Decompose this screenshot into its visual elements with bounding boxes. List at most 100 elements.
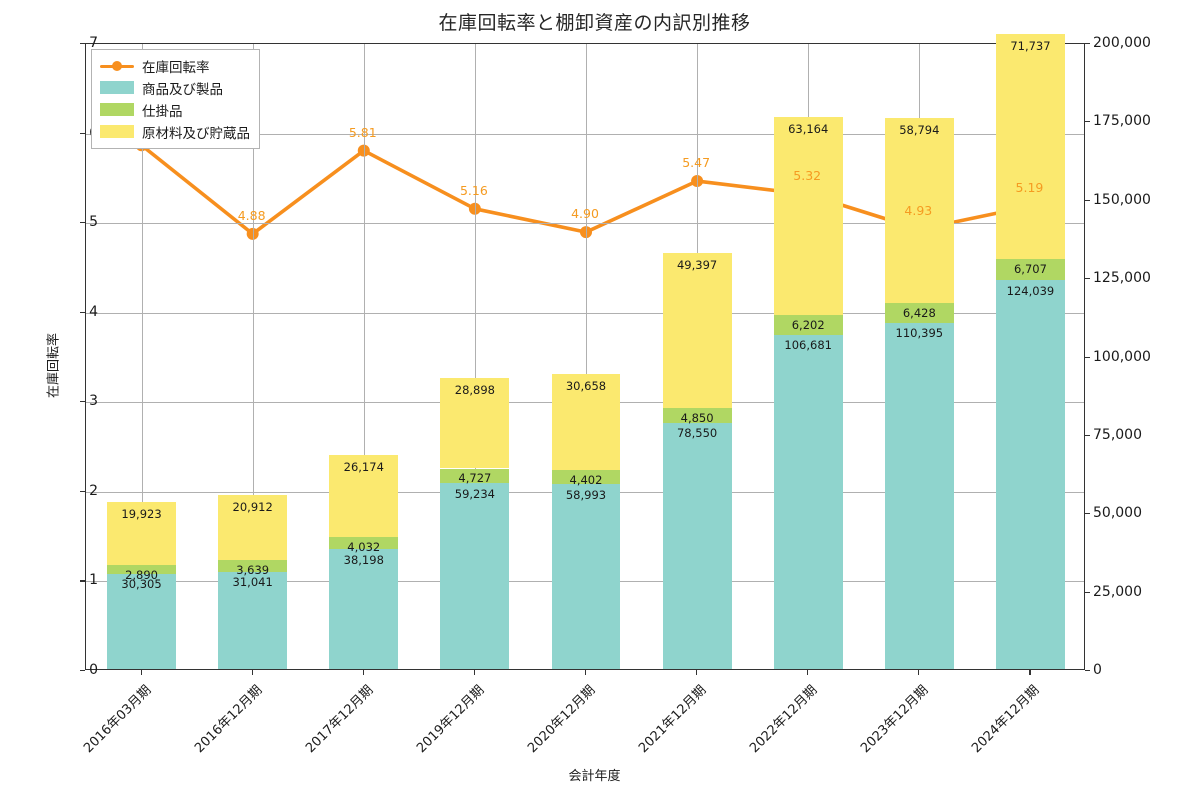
y-tick-mark-right <box>1085 434 1090 436</box>
bar-stack[interactable] <box>551 374 621 669</box>
y-tick-mark-right <box>1085 43 1090 45</box>
y-tick-label-left: 0 <box>89 662 98 678</box>
gridline-vertical <box>474 44 476 669</box>
color-swatch-icon <box>100 81 134 94</box>
legend-item-turnover: 在庫回転率 <box>100 56 250 76</box>
bar-segment-work-in-process[interactable] <box>662 407 732 423</box>
y-tick-label-right: 125,000 <box>1093 270 1151 287</box>
y-tick-mark-left <box>80 222 85 224</box>
line-swatch-icon <box>100 59 134 73</box>
legend-label: 商品及び製品 <box>142 81 223 98</box>
bar-segment-merchandise[interactable] <box>440 483 510 669</box>
y-tick-label-left: 1 <box>89 572 98 589</box>
legend-label: 原材料及び貯蔵品 <box>142 125 250 142</box>
bar-segment-raw-materials[interactable] <box>551 374 621 471</box>
x-tick-mark <box>807 670 809 675</box>
bar-stack[interactable] <box>996 34 1065 669</box>
page-title: 在庫回転率と棚卸資産の内訳別推移 <box>438 12 751 34</box>
bar-segment-raw-materials[interactable] <box>329 454 399 537</box>
y-tick-label-right: 100,000 <box>1093 348 1151 365</box>
y-tick-mark-left <box>80 311 85 313</box>
y-tick-mark-right <box>1085 513 1090 515</box>
y-tick-label-left: 5 <box>89 214 98 231</box>
y-tick-label-left: 3 <box>89 393 98 410</box>
y-tick-mark-left <box>80 43 85 45</box>
bar-segment-work-in-process[interactable] <box>329 536 399 550</box>
bar-segment-work-in-process[interactable] <box>107 564 176 574</box>
y-tick-mark-right <box>1085 356 1090 358</box>
y-axis-label-left: 在庫回転率 <box>46 333 62 399</box>
legend: 在庫回転率 商品及び製品 仕掛品 原材料及び貯蔵品 <box>91 49 260 149</box>
y-tick-mark-left <box>80 580 85 582</box>
y-tick-label-left: 4 <box>89 303 98 320</box>
bar-segment-raw-materials[interactable] <box>773 117 843 316</box>
y-tick-label-right: 200,000 <box>1093 35 1151 51</box>
bar-segment-work-in-process[interactable] <box>551 470 621 485</box>
bar-stack[interactable] <box>773 117 843 669</box>
bar-segment-work-in-process[interactable] <box>773 315 843 335</box>
legend-label: 在庫回転率 <box>142 59 210 76</box>
bar-segment-raw-materials[interactable] <box>107 502 176 565</box>
gridline-vertical <box>252 44 254 669</box>
bar-segment-work-in-process[interactable] <box>884 302 954 323</box>
gridline-horizontal <box>86 133 1084 135</box>
gridline-vertical <box>586 44 587 669</box>
x-tick-mark <box>362 670 364 675</box>
bar-segment-work-in-process[interactable] <box>996 259 1065 281</box>
bar-stack[interactable] <box>218 494 288 669</box>
x-tick-mark <box>473 670 475 675</box>
y-tick-mark-right <box>1085 199 1090 201</box>
bar-segment-merchandise[interactable] <box>662 422 732 669</box>
legend-item-wip: 仕掛品 <box>100 100 250 120</box>
y-tick-mark-right <box>1085 278 1090 280</box>
bar-segment-merchandise[interactable] <box>329 549 399 669</box>
x-axis-label: 会計年度 <box>568 769 621 784</box>
bar-segment-raw-materials[interactable] <box>996 34 1065 260</box>
y-tick-label-right: 50,000 <box>1093 505 1142 522</box>
bar-segment-raw-materials[interactable] <box>218 494 288 561</box>
y-tick-mark-left <box>80 670 85 672</box>
bar-stack[interactable] <box>662 252 732 669</box>
y-tick-label-right: 75,000 <box>1093 426 1142 443</box>
y-tick-label-left: 2 <box>89 482 98 499</box>
y-tick-mark-right <box>1085 591 1090 593</box>
bar-segment-merchandise[interactable] <box>773 334 843 669</box>
bar-segment-merchandise[interactable] <box>996 280 1065 669</box>
bar-segment-work-in-process[interactable] <box>218 560 288 572</box>
y-tick-label-right: 25,000 <box>1093 583 1142 600</box>
gridline-vertical <box>141 44 143 669</box>
y-tick-label-left: 7 <box>89 35 98 51</box>
bar-segment-merchandise[interactable] <box>107 574 176 669</box>
bar-segment-work-in-process[interactable] <box>440 468 510 484</box>
y-tick-mark-left <box>80 401 85 403</box>
bar-segment-merchandise[interactable] <box>884 322 954 669</box>
y-tick-label-right: 150,000 <box>1093 191 1151 208</box>
bar-stack[interactable] <box>329 454 399 669</box>
y-tick-mark-left <box>80 132 85 134</box>
x-tick-mark <box>918 670 920 675</box>
gridline-horizontal <box>86 223 1084 225</box>
bar-stack[interactable] <box>107 502 176 669</box>
bar-segment-raw-materials[interactable] <box>440 377 510 469</box>
bar-segment-raw-materials[interactable] <box>884 118 954 303</box>
x-tick-mark <box>1029 670 1031 675</box>
legend-item-merchandise: 商品及び製品 <box>100 78 250 98</box>
y-tick-label-right: 175,000 <box>1093 113 1151 130</box>
x-tick-mark <box>251 670 253 675</box>
x-tick-mark <box>140 670 142 675</box>
bar-segment-merchandise[interactable] <box>551 484 621 669</box>
y-tick-label-right: 0 <box>1093 662 1102 678</box>
gridline-horizontal <box>86 312 1084 314</box>
bar-stack[interactable] <box>884 118 954 669</box>
color-swatch-icon <box>100 103 134 116</box>
gridline-vertical <box>363 44 365 669</box>
y-tick-mark-right <box>1085 121 1090 123</box>
bar-stack[interactable] <box>440 377 510 669</box>
legend-item-raw: 原材料及び貯蔵品 <box>100 122 250 142</box>
bar-segment-merchandise[interactable] <box>218 571 288 669</box>
plot-area: 30,305 2,890 19,923 31,041 3,639 20,912 38,198… <box>85 34 1085 670</box>
color-swatch-icon <box>100 125 134 138</box>
bar-segment-raw-materials[interactable] <box>662 252 732 408</box>
x-tick-mark <box>696 670 698 675</box>
